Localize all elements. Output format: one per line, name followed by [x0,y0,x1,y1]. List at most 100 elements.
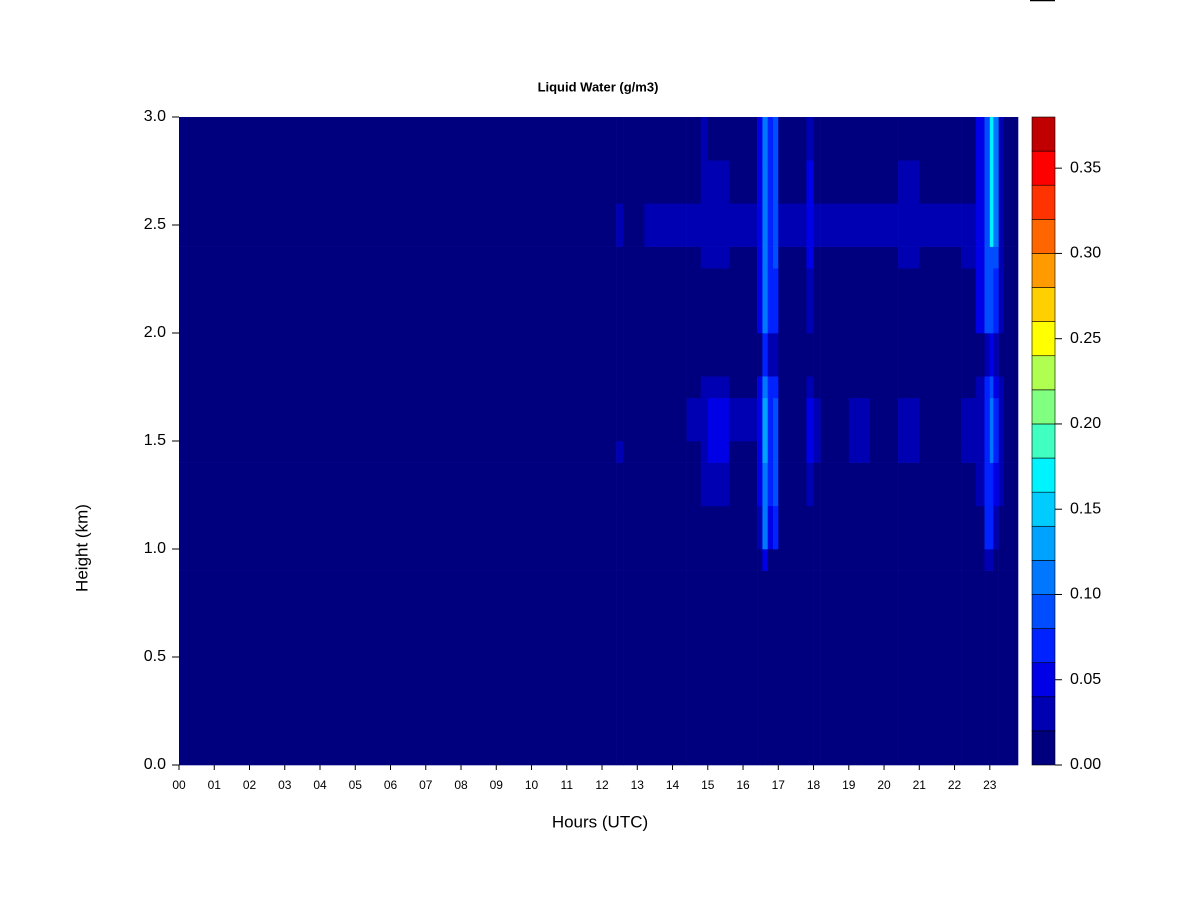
heat-cell [707,397,730,442]
heat-cell [767,462,774,507]
heat-cell [757,397,763,442]
heat-cell [179,376,617,399]
heat-cell [998,376,1005,399]
heat-cell [820,570,850,766]
heat-cell [616,160,624,204]
heat-cell [707,203,730,247]
heat-cell [757,570,763,766]
heat-cell [658,397,687,442]
heat-cell [998,333,1005,377]
heat-cell [975,505,985,550]
heat-cell [623,376,645,399]
heat-cell [989,376,994,399]
colorbar-tick-label: 0.35 [1070,159,1101,176]
heat-cell [975,268,985,334]
heat-cell [806,505,814,550]
heat-cell [820,505,850,550]
heat-cell [1003,203,1019,247]
heat-cell [658,333,687,377]
heat-cell [757,268,763,334]
heat-cell [806,397,814,442]
heat-cell [993,505,999,550]
heat-cell [644,462,659,507]
heat-cell [848,462,871,507]
heat-cell [898,268,920,334]
x-tick-label: 06 [384,778,398,792]
heat-cell [700,333,709,377]
colorbar-tick-label: 0.20 [1070,415,1101,432]
heat-cell [686,549,702,571]
heat-cell [623,570,645,766]
heat-cell [806,117,814,161]
heat-cell [644,549,659,571]
heat-cell [989,246,994,269]
heat-cell [728,505,758,550]
heat-cell [728,246,758,269]
y-tick-label: 0.5 [144,648,166,665]
heat-cell [778,462,807,507]
heat-cell [762,333,769,377]
heat-cell [961,549,976,571]
heat-cell [993,246,999,269]
heat-cell [767,246,774,269]
x-tick-label: 13 [631,778,645,792]
heat-cell [820,160,850,204]
heat-cell [767,117,774,161]
heat-cell [728,333,758,377]
heat-cell [778,549,807,571]
heat-cell [179,203,617,247]
heat-cell [728,462,758,507]
colorbar-band [1031,150,1056,186]
heat-cell [919,505,962,550]
heat-cell [778,397,807,442]
heat-cell [658,570,687,766]
heat-cell [762,462,769,507]
heat-cell [898,203,920,247]
heat-cell [658,160,687,204]
heat-cell [728,441,758,463]
x-tick-label: 11 [561,778,574,792]
y-tick-label: 1.0 [144,540,166,557]
heat-cell [975,117,985,161]
heat-cell [623,333,645,377]
heat-cell [757,505,763,550]
colorbar-band [1031,491,1056,527]
colorbar-tick-label: 0.05 [1070,671,1101,688]
heat-cell [813,333,821,377]
y-tick-label: 2.0 [144,324,166,341]
heat-cell [616,570,624,766]
heat-cell [767,376,774,399]
heat-cell [820,117,850,161]
heat-cell [772,570,779,766]
heat-cell [767,160,774,204]
colorbar-band [1031,116,1056,152]
heat-cell [762,505,769,550]
heat-cell [179,246,617,269]
heat-cell [984,160,991,204]
heat-cell [975,246,985,269]
heat-cell [898,441,920,463]
heat-cell [767,397,774,442]
x-tick-label: 01 [208,778,222,792]
x-tick-label: 04 [313,778,327,792]
colorbar-band [1031,355,1056,391]
heat-cell [919,203,962,247]
heat-cell [1003,570,1019,766]
heat-cell [989,117,994,161]
y-tick-label: 2.5 [144,216,166,233]
heat-cell [700,376,709,399]
heat-cell [919,160,962,204]
heat-cell [975,376,985,399]
heat-cell [806,160,814,204]
heat-cell [772,203,779,247]
heat-cell [707,549,730,571]
heat-cell [993,462,999,507]
heat-cell [772,441,779,463]
heat-cell [820,246,850,269]
heat-cell [616,333,624,377]
heat-cell [961,570,976,766]
heat-cell [848,441,871,463]
heat-cell [757,203,763,247]
heat-cell [998,549,1005,571]
heat-cell [869,441,899,463]
